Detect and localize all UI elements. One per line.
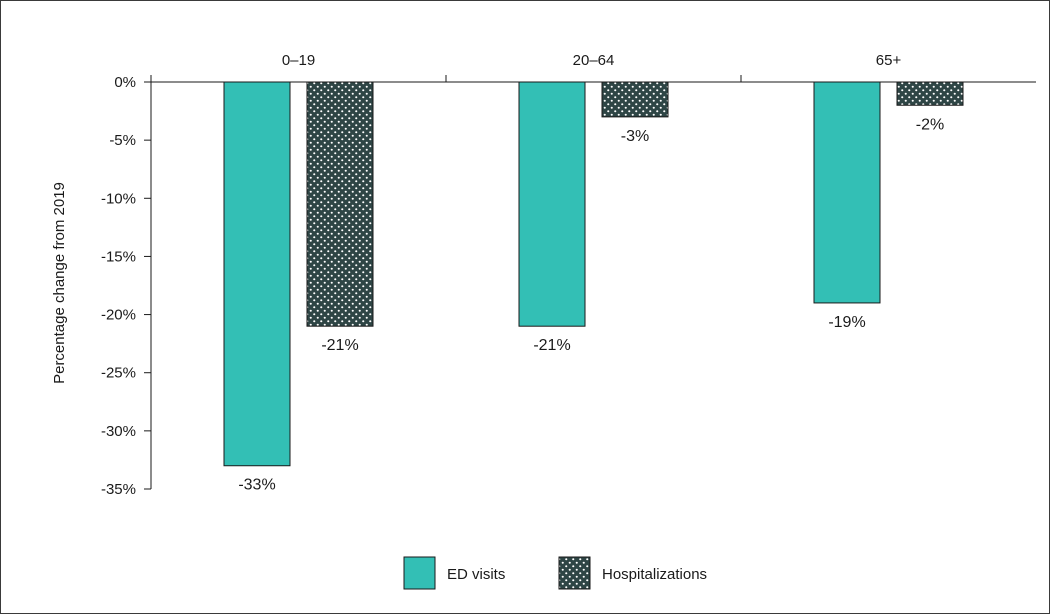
y-tick-label: -25%: [101, 365, 136, 382]
bar-hospitalizations: [306, 81, 374, 327]
category-axis: 0–19 20–64 65+: [150, 52, 1036, 83]
category-label: 20–64: [573, 52, 615, 69]
bars: [223, 81, 964, 467]
bar-ed-visits: [518, 81, 586, 327]
value-labels: -33% -21% -21% -3% -19% -2%: [238, 116, 944, 493]
legend-label-hospitalizations: Hospitalizations: [602, 566, 707, 583]
bar-hospitalizations: [896, 81, 964, 106]
data-label: -3%: [621, 128, 649, 145]
y-axis: 0% -5% -10% -15% -20% -25% -30% -35%: [101, 74, 152, 498]
data-label: -33%: [238, 477, 275, 494]
y-tick-label: -10%: [101, 190, 136, 207]
bar-ed-visits: [813, 81, 881, 304]
y-tick-label: -5%: [109, 132, 136, 149]
data-label: -2%: [916, 116, 944, 133]
y-tick-label: 0%: [114, 74, 136, 91]
category-label: 65+: [876, 52, 902, 69]
data-label: -21%: [321, 337, 358, 354]
y-tick-label: -15%: [101, 248, 136, 265]
y-tick-label: -30%: [101, 423, 136, 440]
category-label: 0–19: [282, 52, 315, 69]
legend-swatch-ed-visits: [403, 556, 436, 590]
data-label: -21%: [533, 337, 570, 354]
y-axis-title: Percentage change from 2019: [51, 182, 68, 384]
legend-label-ed-visits: ED visits: [447, 566, 505, 583]
y-tick-label: -35%: [101, 481, 136, 498]
legend-swatch-hospitalizations: [558, 556, 591, 590]
legend: ED visits Hospitalizations: [403, 556, 707, 590]
bar-hospitalizations: [601, 81, 669, 118]
data-label: -19%: [828, 314, 865, 331]
bar-ed-visits: [223, 81, 291, 467]
y-tick-label: -20%: [101, 307, 136, 324]
